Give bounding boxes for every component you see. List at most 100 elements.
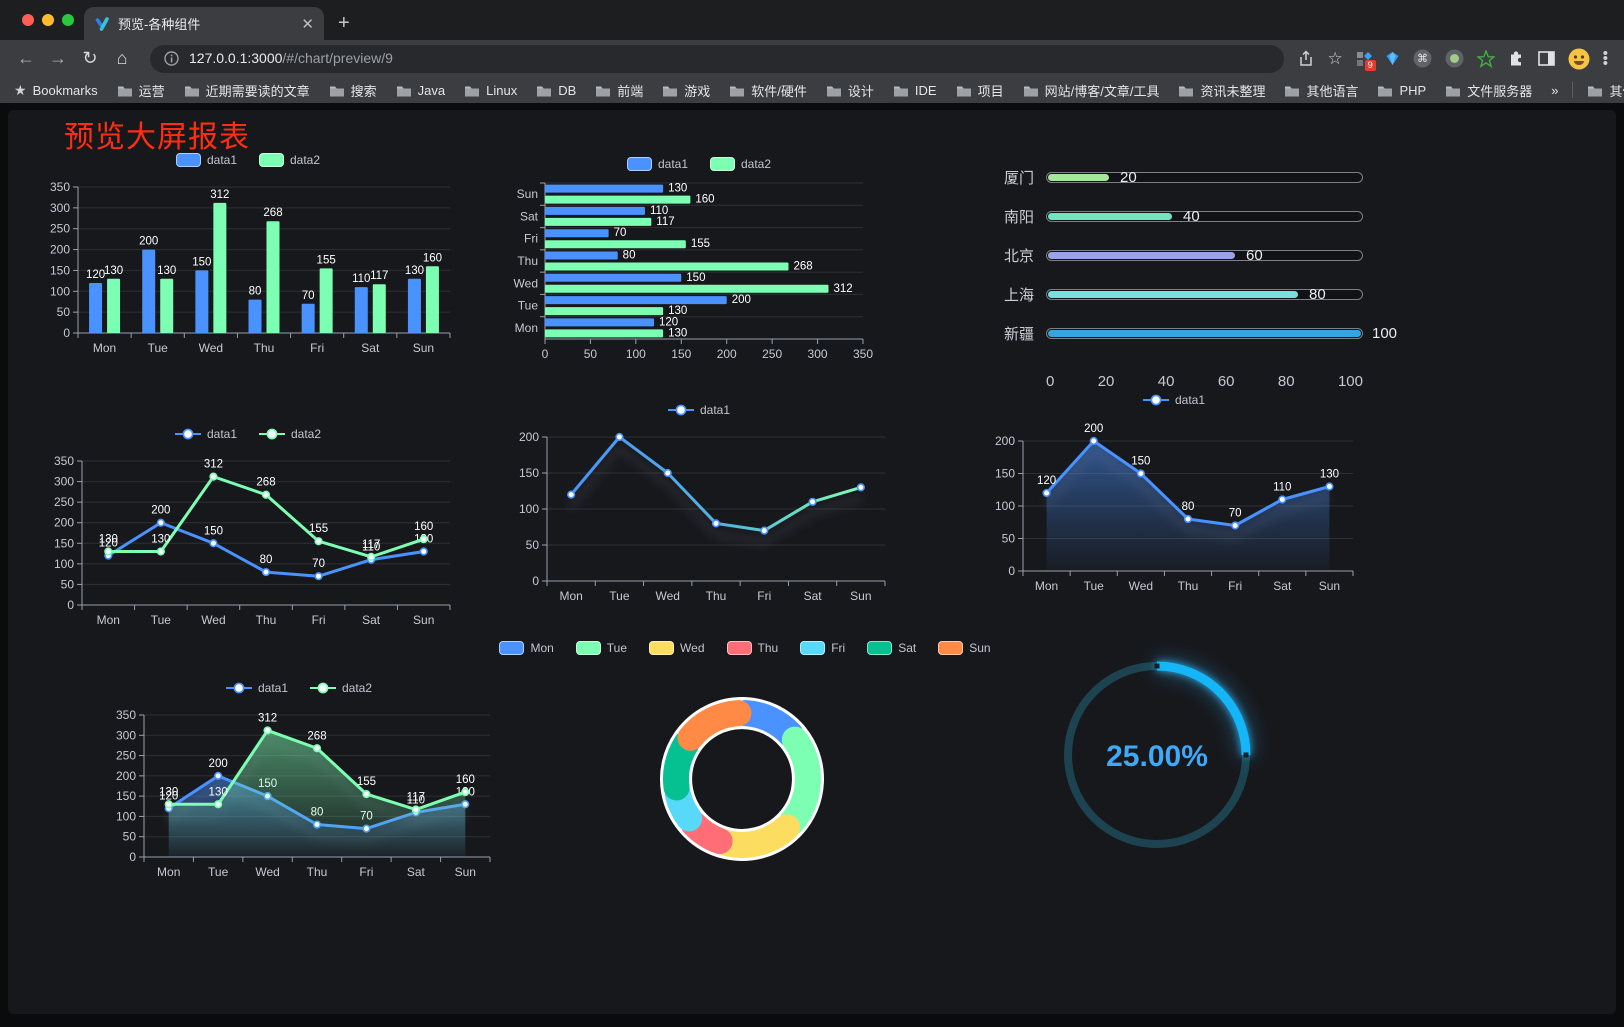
legend-swatch (800, 641, 826, 655)
legend-item-Sun[interactable]: Sun (938, 641, 991, 655)
svg-text:Tue: Tue (518, 299, 539, 313)
svg-text:70: 70 (312, 558, 325, 570)
gauge-chart: 25.00% (1051, 649, 1263, 861)
home-button[interactable]: ⌂ (116, 48, 128, 68)
back-button[interactable]: ← (17, 48, 35, 68)
svg-text:0: 0 (542, 347, 549, 361)
bookmark-folder[interactable]: 网站/博客/文章/工具 (1023, 81, 1159, 100)
svg-text:100: 100 (116, 809, 136, 823)
extension-command-icon[interactable]: ⌘ (1413, 49, 1432, 68)
bookmark-folder[interactable]: 资讯未整理 (1178, 81, 1265, 100)
svg-text:110: 110 (407, 794, 425, 806)
two-series-area-chart: data1 data2 0 50 100 150 200 250 300 350 Mon Tue Wed… (100, 677, 498, 891)
progress-row-上海: 上海 80 (988, 275, 1363, 314)
legend-item-Thu[interactable]: Thu (726, 641, 778, 655)
svg-text:150: 150 (116, 789, 136, 803)
progress-label: 北京 (1003, 248, 1034, 265)
legend-item-Tue[interactable]: Tue (575, 641, 627, 655)
svg-text:250: 250 (50, 222, 70, 236)
window-close-button[interactable] (22, 14, 34, 26)
bookmark-folder[interactable]: 运营 (117, 81, 165, 100)
svg-text:Sat: Sat (361, 341, 380, 355)
legend-item-data2[interactable]: data2 (710, 157, 771, 171)
svg-text:155: 155 (357, 776, 376, 788)
svg-text:Thu: Thu (706, 589, 727, 603)
svg-text:Sun: Sun (455, 865, 476, 879)
site-info-icon[interactable] (164, 51, 179, 66)
legend-item-data1[interactable]: data1 (175, 153, 237, 167)
window-minimize-button[interactable] (42, 14, 54, 26)
bookmark-folder[interactable]: 搜索 (329, 81, 377, 100)
bookmark-folder[interactable]: 前端 (595, 81, 643, 100)
legend-item-Sat[interactable]: Sat (867, 641, 916, 655)
legend-swatch (259, 153, 284, 167)
bookmark-folder[interactable]: Linux (464, 81, 517, 100)
extension-gem-icon[interactable] (1385, 51, 1400, 66)
svg-text:80: 80 (623, 250, 636, 262)
bookmarks-separator (1572, 82, 1574, 98)
svg-text:110: 110 (650, 205, 668, 217)
tab-close-icon[interactable]: ✕ (301, 15, 314, 33)
bookmarks-root[interactable]: ★ Bookmarks (14, 82, 98, 99)
legend-item-Mon[interactable]: Mon (499, 641, 554, 655)
legend-item-Wed[interactable]: Wed (649, 641, 705, 655)
bookmark-folder[interactable]: IDE (893, 81, 937, 100)
progress-row-厦门: 厦门 20 (988, 158, 1363, 197)
line-chart-canvas: 0 50 100 150 200 250 300 350 Mon Tue Wed Thu Fri Sat S… (116, 708, 491, 879)
svg-text:312: 312 (833, 283, 852, 295)
other-bookmarks-folder[interactable]: 其他书签 (1587, 81, 1624, 100)
bookmark-folder[interactable]: DB (536, 81, 576, 100)
legend-item-data1[interactable]: data1 (174, 427, 237, 441)
profile-avatar[interactable] (1568, 48, 1590, 70)
extension-tampermonkey-icon[interactable]: 9 (1356, 51, 1376, 71)
legend-item-Fri[interactable]: Fri (800, 641, 845, 655)
bookmark-folder[interactable]: Java (396, 81, 445, 100)
legend-item-data1[interactable]: data1 (626, 157, 688, 171)
progress-track: 40 (1046, 208, 1363, 225)
legend-item-data2[interactable]: data2 (259, 153, 320, 167)
svg-text:130: 130 (157, 265, 176, 277)
svg-text:268: 268 (263, 207, 282, 219)
share-icon[interactable] (1298, 50, 1314, 67)
browser-tab[interactable]: 预览-各种组件 ✕ (84, 7, 324, 40)
folder-icon (329, 86, 344, 96)
extension-dot-icon[interactable] (1445, 49, 1464, 68)
svg-text:130: 130 (99, 534, 118, 546)
svg-text:155: 155 (691, 238, 710, 250)
bookmark-folder[interactable]: 游戏 (662, 81, 710, 100)
bookmark-folder[interactable]: 设计 (826, 81, 874, 100)
legend-item-data2[interactable]: data2 (310, 681, 372, 695)
sidebar-toggle-icon[interactable] (1537, 51, 1555, 66)
progress-value: 40 (1183, 208, 1200, 225)
bookmark-folder[interactable]: 软件/硬件 (729, 81, 807, 100)
progress-fill (1048, 291, 1298, 298)
folder-icon (465, 86, 480, 96)
legend-line-icon (667, 404, 694, 416)
legend-item-data2[interactable]: data2 (259, 427, 321, 441)
extensions-puzzle-icon[interactable] (1508, 50, 1525, 67)
folder-icon (396, 86, 411, 96)
svg-text:Wed: Wed (1129, 579, 1153, 593)
bookmark-star-icon[interactable]: ☆ (1327, 48, 1343, 68)
bookmark-folder[interactable]: 项目 (956, 81, 1004, 100)
svg-text:268: 268 (307, 730, 326, 742)
folder-icon (1285, 86, 1300, 96)
bookmark-folder[interactable]: 近期需要读的文章 (184, 81, 310, 100)
browser-menu-icon[interactable]: • • • (1602, 45, 1608, 72)
bookmark-folder[interactable]: PHP (1377, 81, 1426, 100)
reload-button[interactable]: ↻ (82, 48, 98, 68)
extension-star-icon[interactable] (1476, 49, 1495, 68)
bookmarks-overflow-chevron[interactable]: » (1551, 82, 1559, 98)
forward-button[interactable]: → (49, 48, 67, 68)
svg-text:Fri: Fri (1228, 579, 1242, 593)
legend-item-data1[interactable]: data1 (667, 403, 730, 417)
svg-text:Mon: Mon (515, 321, 538, 335)
address-bar[interactable]: 127.0.0.1:3000/#/chart/preview/9 (150, 44, 1285, 73)
bookmark-folder[interactable]: 其他语言 (1284, 81, 1358, 100)
legend-item-data1[interactable]: data1 (225, 681, 288, 695)
bookmark-folder[interactable]: 文件服务器 (1445, 81, 1532, 100)
new-tab-button[interactable]: + (338, 12, 350, 34)
progress-fill (1048, 252, 1235, 259)
legend-item-data1[interactable]: data1 (1142, 393, 1205, 407)
window-zoom-button[interactable] (62, 14, 74, 26)
